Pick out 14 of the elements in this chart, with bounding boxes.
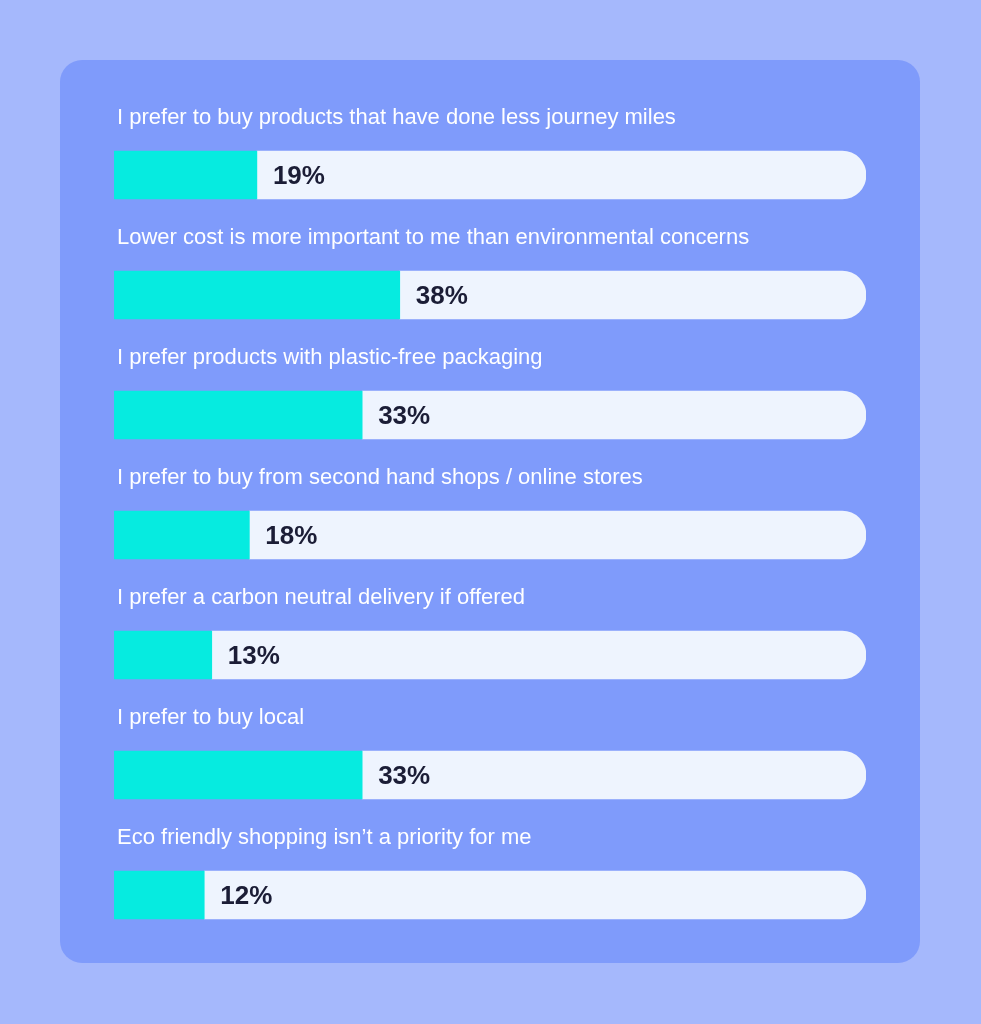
data-label: 33% — [378, 760, 431, 791]
y-tick-label: I prefer products with plastic-free packaging — [117, 344, 543, 370]
y-tick-label: I prefer to buy products that have done less journey miles — [117, 104, 676, 130]
y-tick-label: Lower cost is more important to me than environmental concerns — [117, 224, 750, 250]
data-label: 13% — [227, 640, 280, 671]
y-tick-label: I prefer a carbon neutral delivery if offered — [117, 584, 526, 610]
y-tick-label: I prefer to buy from second hand shops / online stores — [117, 464, 643, 490]
data-label: 19% — [272, 160, 325, 191]
data-label: 38% — [415, 280, 468, 311]
data-label: 33% — [378, 400, 431, 431]
y-tick-label: Eco friendly shopping isn’t a priority for me — [117, 824, 532, 850]
data-label: 18% — [265, 520, 318, 551]
y-tick-label: I prefer to buy local — [117, 704, 305, 730]
data-label: 12% — [220, 880, 273, 911]
